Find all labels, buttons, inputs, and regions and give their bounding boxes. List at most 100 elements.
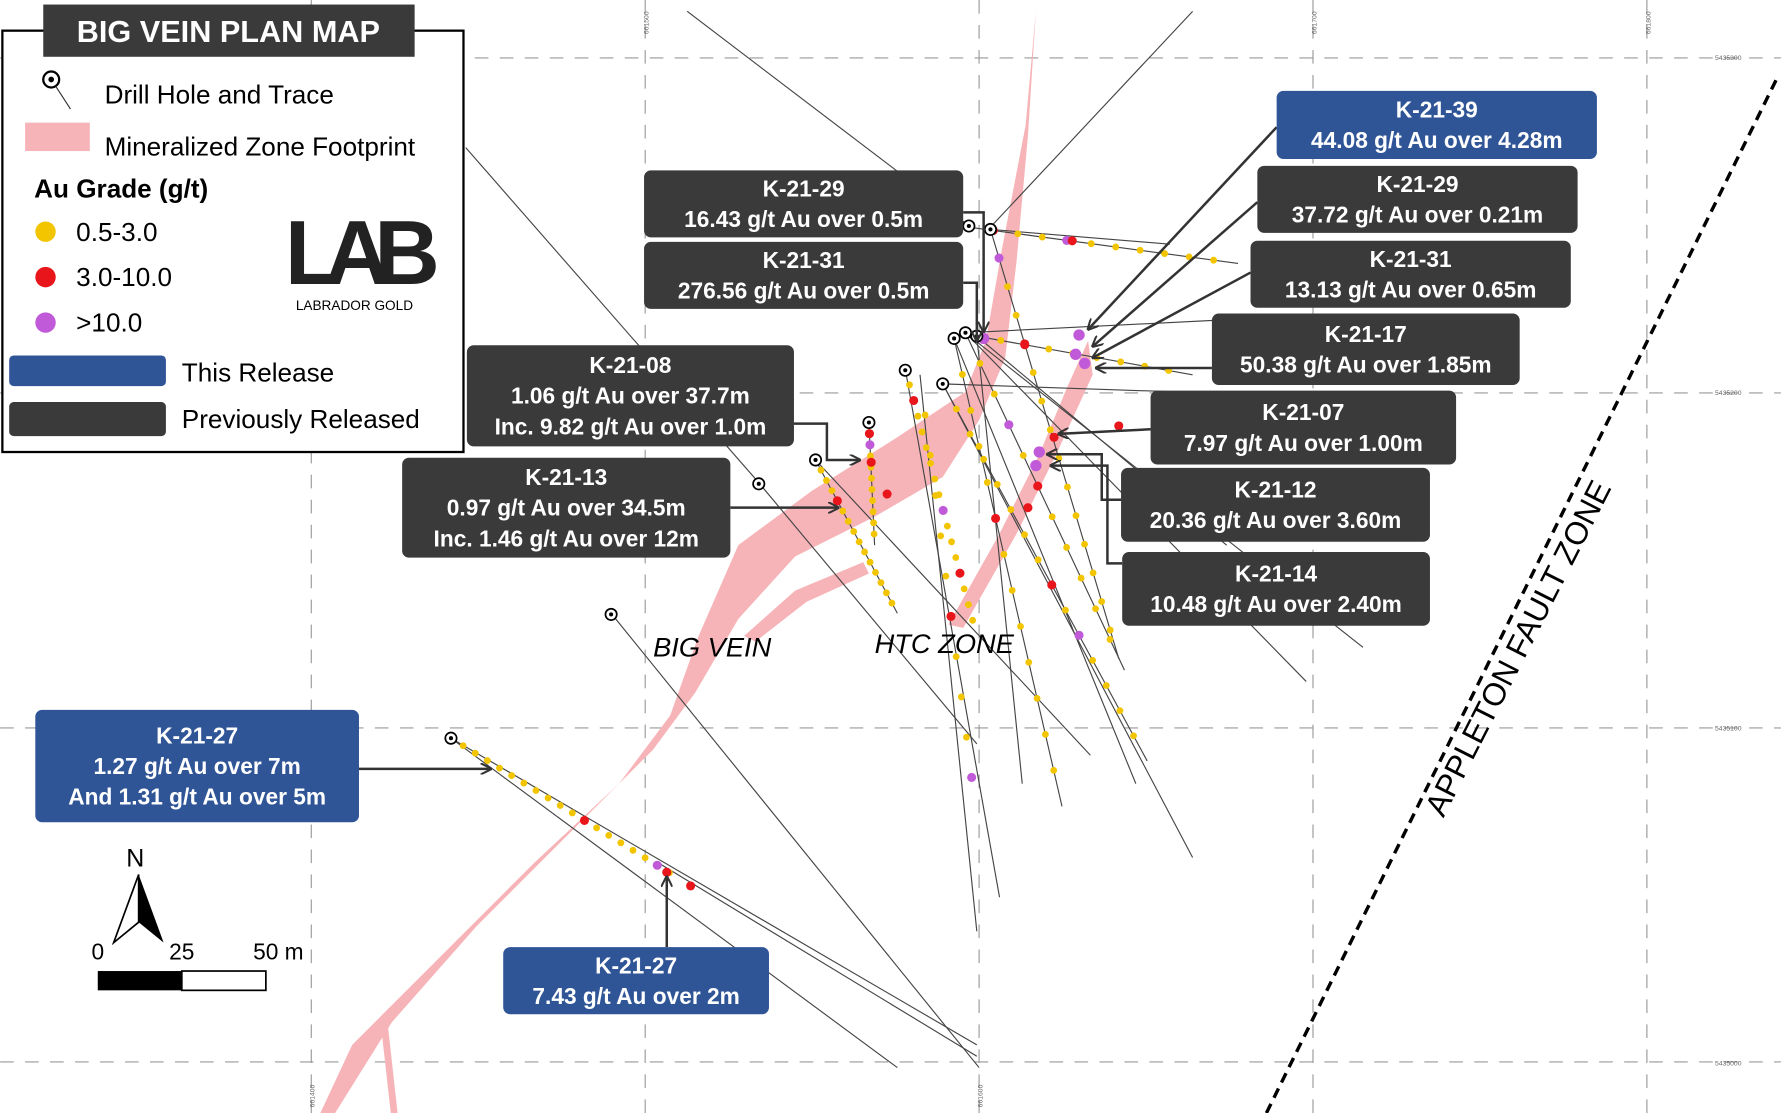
assay-dot bbox=[866, 558, 874, 566]
assay-dot bbox=[1046, 426, 1054, 434]
assay-dot bbox=[1098, 598, 1106, 605]
assay-dot bbox=[1033, 694, 1041, 702]
assay-dot bbox=[938, 505, 948, 515]
grid-label: 661600 bbox=[977, 1084, 984, 1107]
callout-hole: K-21-39 bbox=[1396, 97, 1478, 123]
assay-dot bbox=[520, 779, 528, 787]
assay-dot bbox=[990, 390, 998, 398]
callout-line: Inc. 1.46 g/t Au over 12m bbox=[434, 525, 699, 551]
assay-dot bbox=[686, 881, 696, 891]
assay-dot bbox=[1055, 454, 1063, 462]
assay-dot bbox=[1089, 569, 1097, 577]
callout-box bbox=[1250, 240, 1571, 308]
assay-dot bbox=[964, 601, 972, 609]
legend-dot bbox=[35, 221, 56, 242]
logo: LAB bbox=[285, 203, 436, 304]
assay-dot bbox=[1210, 256, 1217, 264]
assay-dot bbox=[532, 787, 540, 794]
assay-dot bbox=[1069, 348, 1082, 361]
mineralized-zone bbox=[320, 11, 1093, 1113]
assay-dot bbox=[1041, 730, 1049, 738]
assay-dot bbox=[868, 485, 876, 493]
callout-hole: K-21-12 bbox=[1234, 476, 1316, 502]
assay-dot bbox=[1112, 243, 1120, 251]
legend-subtitle: Au Grade (g/t) bbox=[34, 174, 208, 204]
assay-dot bbox=[869, 497, 876, 504]
legend-item: 3.0-10.0 bbox=[76, 262, 172, 292]
assay-dot bbox=[1007, 506, 1015, 513]
assay-dot bbox=[983, 479, 991, 486]
callout-line: 1.27 g/t Au over 7m bbox=[93, 753, 300, 779]
scale-label: 50 m bbox=[253, 939, 303, 965]
assay-dot bbox=[932, 492, 939, 499]
callout-hole: K-21-07 bbox=[1262, 399, 1344, 425]
assay-dot bbox=[960, 585, 968, 593]
grid-label: 661500 bbox=[644, 11, 651, 34]
logo-name: LABRADOR GOLD bbox=[296, 298, 413, 313]
assay-dot bbox=[605, 831, 613, 839]
callout-box bbox=[1150, 390, 1457, 465]
assay-dot bbox=[617, 839, 625, 847]
assay-dot bbox=[844, 517, 852, 525]
assay-dot bbox=[870, 530, 878, 538]
assay-dot bbox=[937, 532, 945, 540]
assay-dot bbox=[1136, 246, 1144, 254]
collar bbox=[988, 227, 993, 232]
assay-dot bbox=[579, 815, 589, 825]
callout-hole: K-21-27 bbox=[595, 952, 677, 978]
callout-box bbox=[466, 345, 794, 447]
assay-dot bbox=[921, 411, 929, 419]
assay-dot bbox=[1106, 626, 1114, 634]
assay-dot bbox=[994, 253, 1004, 263]
assay-dot bbox=[1012, 311, 1020, 319]
assay-dot bbox=[1033, 446, 1045, 458]
assay-dot bbox=[1030, 459, 1042, 472]
callout-box bbox=[402, 457, 731, 558]
north: N bbox=[126, 845, 144, 873]
collar bbox=[609, 612, 614, 617]
callout-line: 7.43 g/t Au over 2m bbox=[532, 983, 739, 1009]
collar bbox=[903, 368, 908, 373]
legend: BIG VEIN PLAN MAP Drill Hole and Trace M… bbox=[1, 4, 465, 454]
assay-dot bbox=[855, 538, 863, 546]
assay-dot bbox=[1019, 452, 1027, 459]
assay-dot bbox=[1048, 513, 1056, 521]
assay-dot bbox=[882, 489, 892, 499]
assay-dot bbox=[926, 451, 934, 459]
callout-box bbox=[644, 241, 964, 309]
assay-dot bbox=[832, 496, 842, 506]
assay-dot bbox=[1117, 358, 1125, 366]
legend-title: BIG VEIN PLAN MAP bbox=[77, 15, 380, 49]
assay-dot bbox=[662, 867, 672, 877]
assay-dot bbox=[850, 528, 858, 535]
assay-dot bbox=[1025, 658, 1033, 666]
assay-dot bbox=[593, 824, 600, 832]
callout-line: 276.56 g/t Au over 0.5m bbox=[678, 278, 930, 304]
collar bbox=[966, 223, 971, 229]
assay-dot bbox=[980, 455, 988, 463]
zone-label: BIG VEIN bbox=[653, 631, 771, 662]
assay-dot bbox=[958, 371, 966, 378]
collar bbox=[866, 420, 871, 425]
arrows bbox=[358, 126, 1278, 948]
scale-label: 0 bbox=[91, 939, 104, 965]
assay-dot bbox=[918, 428, 926, 436]
assay-dot bbox=[1089, 656, 1097, 664]
scale-label: 25 bbox=[169, 939, 194, 965]
grid-label: 5435200 bbox=[1715, 390, 1742, 397]
assay-dot bbox=[952, 405, 960, 413]
assay-dot bbox=[957, 693, 965, 701]
assay-dot bbox=[1114, 421, 1124, 431]
callouts: K-21-39 44.08 g/t Au over 4.28m K-21-29 37.… bbox=[35, 90, 1597, 1015]
assay-dot bbox=[1004, 420, 1014, 430]
assay-dot bbox=[952, 554, 960, 561]
assay-dot bbox=[906, 381, 913, 389]
assay-dot bbox=[909, 395, 919, 406]
assay-dot bbox=[1033, 481, 1043, 491]
legend-dot bbox=[35, 266, 56, 288]
collar bbox=[940, 381, 945, 386]
assay-dot bbox=[1064, 483, 1071, 491]
assay-dot bbox=[641, 854, 649, 862]
assay-dot bbox=[1038, 397, 1046, 405]
